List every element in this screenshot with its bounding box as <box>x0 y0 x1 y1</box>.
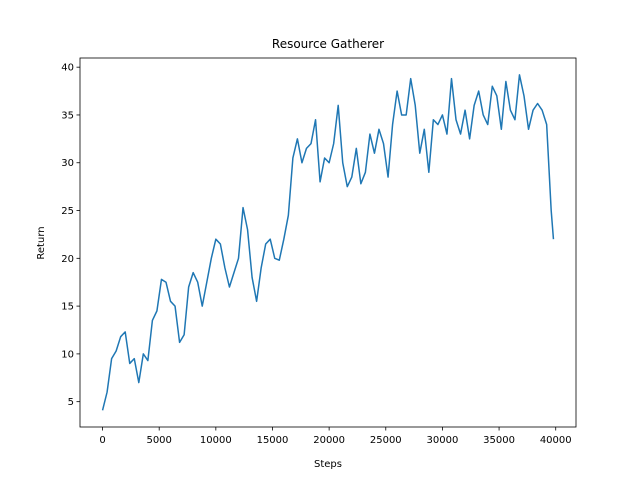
y-tick-label: 35 <box>61 110 74 121</box>
y-tick-label: 40 <box>61 63 74 74</box>
x-tick-label: 40000 <box>540 435 572 446</box>
x-tick-label: 5000 <box>146 435 171 446</box>
y-tick-label: 5 <box>68 397 74 408</box>
y-tick-label: 10 <box>61 349 74 360</box>
y-tick-label: 25 <box>61 206 74 217</box>
axes-frame <box>79 57 577 428</box>
x-tick-label: 35000 <box>483 435 515 446</box>
y-axis-label: Return <box>36 226 47 259</box>
x-tick-label: 0 <box>99 435 105 446</box>
y-tick-label: 15 <box>61 302 74 313</box>
x-tick-label: 15000 <box>257 435 289 446</box>
x-tick-label: 25000 <box>370 435 402 446</box>
y-tick-label: 30 <box>61 158 74 169</box>
data-line <box>101 74 555 411</box>
x-tick-label: 30000 <box>427 435 459 446</box>
x-tick-label: 20000 <box>313 435 345 446</box>
chart-title: Resource Gatherer <box>272 37 384 51</box>
x-tick-label: 10000 <box>200 435 232 446</box>
x-axis-label: Steps <box>314 459 342 470</box>
y-tick-label: 20 <box>61 254 74 265</box>
